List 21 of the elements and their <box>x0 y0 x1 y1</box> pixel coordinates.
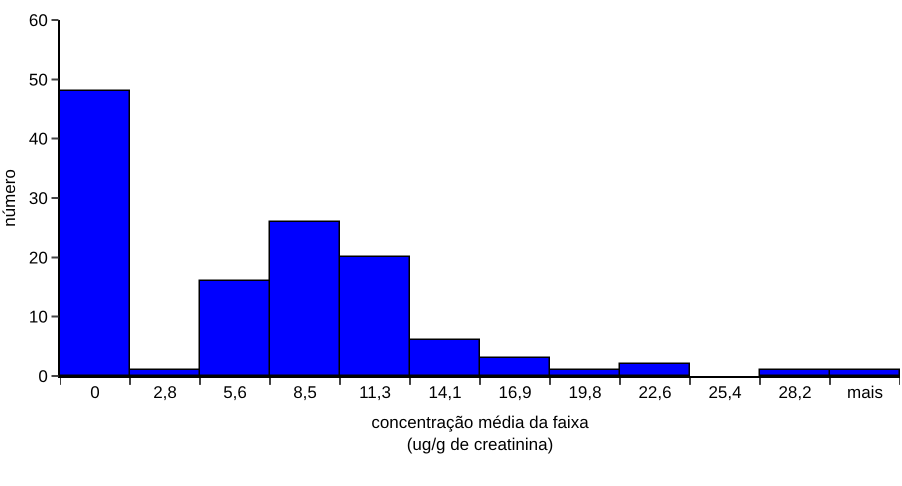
y-axis-title: número <box>0 169 19 227</box>
y-tick-label: 0 <box>38 366 48 386</box>
y-tick-label: 60 <box>28 10 48 30</box>
y-tick-label: 40 <box>28 130 48 149</box>
x-tick-label: 19,8 <box>568 383 602 402</box>
x-tick-label: 16,9 <box>498 383 532 402</box>
x-tick-label: 14,1 <box>428 383 462 402</box>
x-tick-label: 28,2 <box>778 383 812 402</box>
x-tick-label: 22,6 <box>638 383 672 402</box>
y-tick-label: 10 <box>28 308 48 327</box>
x-tick-label: 2,8 <box>153 383 177 402</box>
x-tick-label: 8,5 <box>293 383 317 402</box>
x-tick-label: mais <box>847 383 883 402</box>
x-axis-title: concentração média da faixa (ug/g de creatinina) <box>371 413 590 454</box>
y-tick-label: 50 <box>28 70 48 90</box>
x-tick-label: 5,6 <box>223 383 247 402</box>
x-tick-label: 11,3 <box>359 383 391 402</box>
y-tick-label: 30 <box>28 188 48 208</box>
x-tick-label: 25,4 <box>708 383 742 402</box>
y-tick-label: 20 <box>28 248 48 268</box>
x-tick-label: 0 <box>90 383 100 402</box>
